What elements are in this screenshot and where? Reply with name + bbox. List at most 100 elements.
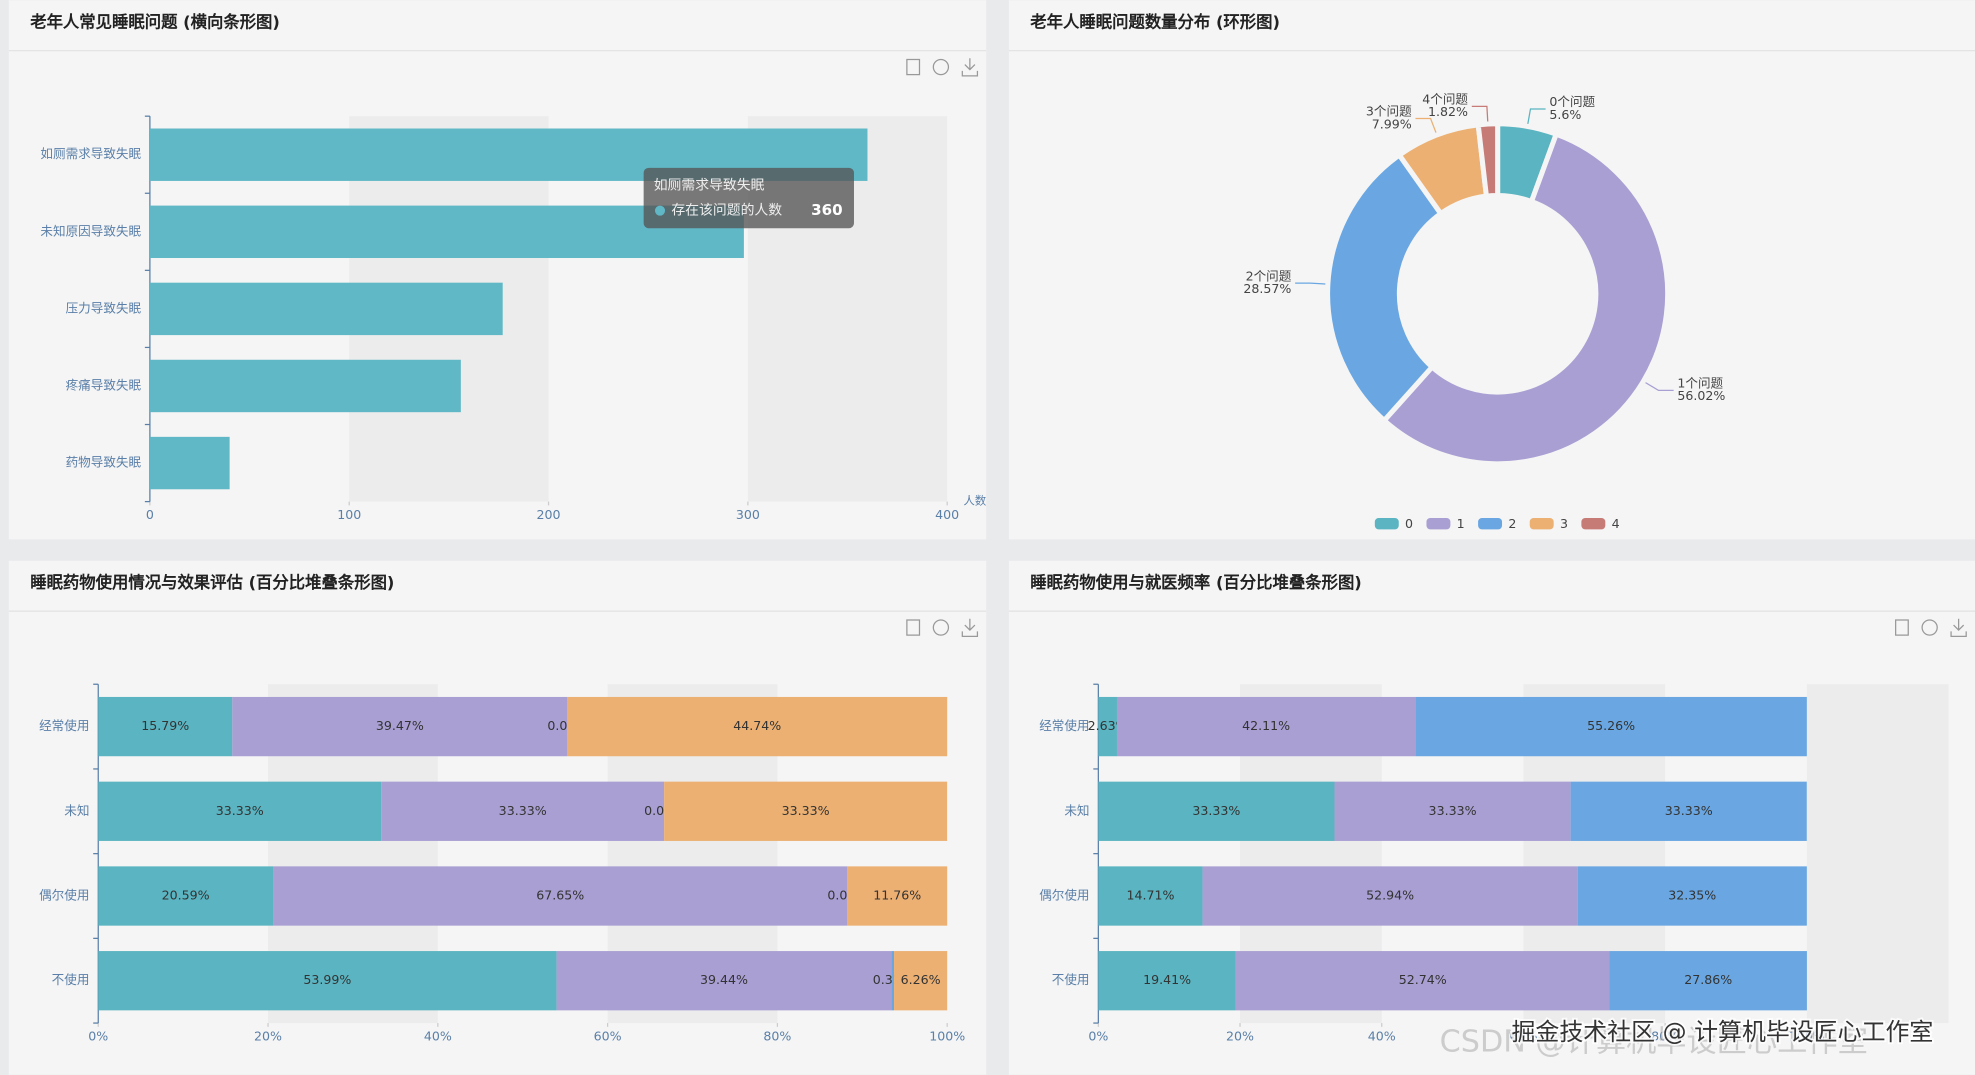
toolbox-restore[interactable] (1921, 619, 1938, 636)
y-tick-label: 压力导致失眠 (66, 300, 142, 315)
bar-segment (1235, 951, 1610, 1011)
value-label: 6.26% (901, 972, 941, 987)
toolbox-data-view[interactable] (906, 619, 921, 636)
legend-swatch[interactable] (1426, 517, 1451, 530)
watermark: 掘金技术社区 @ 计算机毕设匠心工作室 (1511, 1018, 1933, 1046)
legend-label[interactable]: 4 (1612, 516, 1620, 531)
x-tick-label: 100% (929, 1028, 965, 1043)
slice-label: 4个问题 (1422, 92, 1468, 107)
x-tick-label: 80% (1651, 1028, 1679, 1043)
label-line (1471, 105, 1489, 122)
x-tick-label: 100 (337, 507, 361, 522)
value-label: 14.71% (1126, 888, 1174, 903)
bar-segment (1098, 781, 1335, 841)
tooltip-series-name: 存在该问题的人数 (671, 203, 782, 219)
x-tick-label: 0% (88, 1028, 108, 1043)
value-label: 19.41% (1143, 972, 1191, 987)
bar-segment (273, 866, 848, 926)
value-label: 33.33% (1192, 803, 1240, 818)
bar-segment (98, 696, 233, 757)
bar-segment (1098, 951, 1236, 1011)
x-tick-label: 200 (537, 507, 561, 522)
x-tick-label: 20% (254, 1028, 282, 1043)
slice-value-label: 7.99% (1372, 116, 1412, 131)
legend-swatch[interactable] (1581, 517, 1606, 530)
chart-title: 睡眠药物使用与就医频率 (百分比堆叠条形图) (1030, 573, 1361, 592)
y-tick-label: 未知 (64, 803, 89, 818)
bar-segment (1609, 951, 1807, 1011)
value-label: 33.33% (216, 803, 264, 818)
donut-slice (1381, 131, 1671, 467)
tooltip-marker (654, 205, 666, 216)
x-tick-label: 0 (146, 507, 154, 522)
toolbox-save[interactable] (961, 618, 979, 638)
bar-segment (1334, 781, 1571, 841)
x-tick-label: 40% (1368, 1028, 1396, 1043)
legend-swatch[interactable] (1374, 517, 1399, 530)
tooltip-value: 360 (811, 201, 843, 219)
toolbox-restore[interactable] (932, 58, 950, 76)
value-label: 44.74% (733, 718, 781, 733)
legend-label[interactable]: 1 (1457, 516, 1465, 531)
x-tick-label: 300 (736, 507, 760, 522)
x-tick-label: 60% (594, 1028, 622, 1043)
bar-segment (847, 866, 948, 926)
bar-segment (891, 951, 895, 1011)
label-line (1645, 382, 1674, 392)
chart-title: 老年人常见睡眠问题 (横向条形图) (29, 12, 280, 31)
slice-label: 2个问题 (1246, 268, 1292, 283)
toolbox-restore[interactable] (932, 619, 950, 636)
bar-segment (1202, 866, 1578, 926)
y-tick-label: 药物导致失眠 (66, 455, 142, 470)
value-label: 33.33% (499, 803, 547, 818)
value-label: 52.74% (1399, 972, 1447, 987)
bar (149, 436, 230, 490)
chart-title: 老年人睡眠问题数量分布 (环形图) (1029, 12, 1280, 31)
legend-label[interactable]: 3 (1560, 516, 1568, 531)
bar-segment (1415, 696, 1807, 757)
tooltip-title: 如厕需求导致失眠 (654, 177, 765, 193)
value-label: 33.33% (782, 803, 830, 818)
x-axis-label: 人数 (964, 494, 987, 508)
label-line (1527, 108, 1546, 124)
toolbox-data-view[interactable] (906, 58, 921, 76)
slice-value-label: 28.57% (1243, 281, 1291, 296)
donut-slice (1475, 121, 1501, 199)
toolbox-save[interactable] (961, 58, 979, 77)
x-tick-label: 0% (1088, 1028, 1108, 1043)
slice-value-label: 56.02% (1677, 388, 1725, 403)
bar-segment (556, 951, 892, 1011)
value-label: 53.99% (303, 972, 351, 987)
y-tick-label: 偶尔使用 (39, 888, 89, 903)
x-tick-label: 400 (935, 507, 959, 522)
bar-segment (1098, 696, 1117, 757)
split-area (1806, 684, 1949, 1024)
slice-label: 1个问题 (1677, 376, 1723, 391)
value-label: 67.65% (536, 888, 584, 903)
x-tick-label: 40% (424, 1028, 452, 1043)
bar-segment (1577, 866, 1807, 926)
value-label: 15.79% (141, 718, 189, 733)
toolbox-data-view[interactable] (1895, 619, 1909, 636)
legend-swatch[interactable] (1478, 517, 1503, 530)
value-label: 39.47% (376, 718, 424, 733)
legend-swatch[interactable] (1529, 517, 1554, 530)
bar-segment (232, 696, 568, 757)
bar-segment (1116, 696, 1416, 757)
legend-label[interactable]: 0 (1405, 516, 1413, 531)
toolbox-save[interactable] (1950, 618, 1967, 638)
tooltip (643, 167, 854, 229)
x-tick-label: 80% (763, 1028, 791, 1043)
bar (149, 282, 503, 336)
slice-label: 0个问题 (1549, 94, 1595, 109)
slice-value-label: 5.6% (1549, 107, 1581, 122)
legend-label[interactable]: 2 (1508, 516, 1516, 531)
value-label: 39.44% (700, 972, 748, 987)
value-label: 33.33% (1665, 803, 1713, 818)
value-label: 55.26% (1587, 718, 1635, 733)
watermark: CSDN @计算机毕设匠心工作室 (1440, 1025, 1868, 1060)
value-label: 32.35% (1668, 888, 1716, 903)
y-tick-label: 不使用 (1052, 972, 1090, 987)
